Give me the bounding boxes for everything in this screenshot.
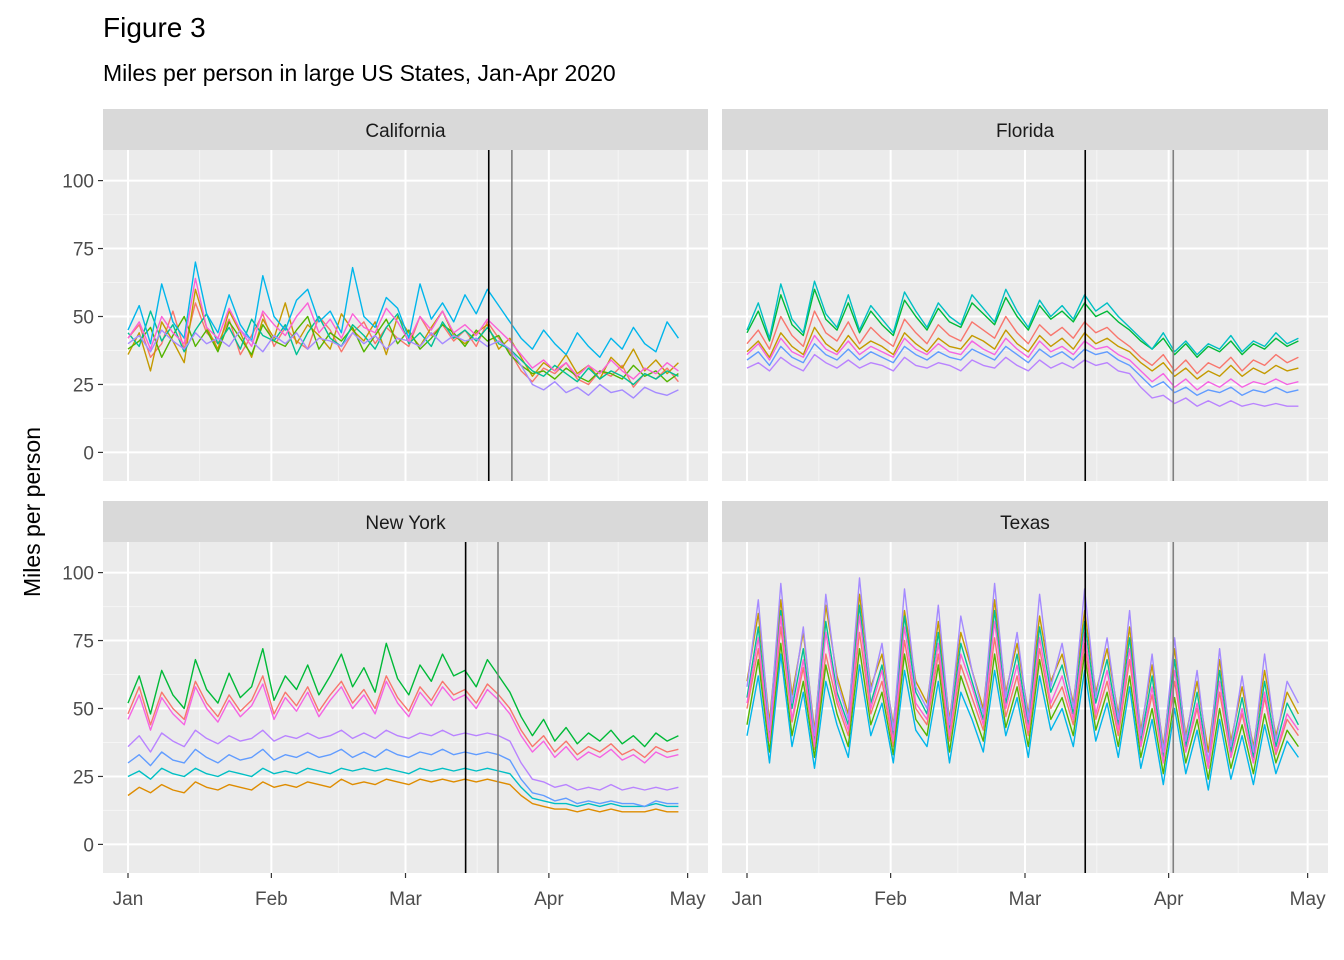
series-line-california-5 [127, 261, 679, 358]
x-tick-label: Jan [732, 889, 763, 910]
panel-strip-texas [722, 501, 1328, 542]
series-line-california-7 [127, 277, 679, 380]
series-line-new-york-4 [127, 767, 679, 808]
y-tick-label: 0 [83, 443, 94, 464]
series-line-new-york-1 [127, 675, 679, 759]
series-line-florida-4 [746, 280, 1299, 356]
panel-strip-label-florida: Florida [996, 121, 1055, 142]
panel-strip-label-new-york: New York [365, 513, 446, 534]
series-line-new-york-6 [127, 729, 679, 791]
x-tick-label: May [1290, 889, 1326, 910]
series-line-california-3 [127, 315, 679, 383]
chart-subtitle: Miles per person in large US States, Jan… [103, 60, 616, 86]
x-tick-label: Jan [113, 889, 144, 910]
series-line-florida-2 [746, 326, 1299, 380]
x-tick-label: Feb [255, 889, 288, 910]
series-line-florida-1 [746, 310, 1299, 375]
panel-new-york: New York 0 25 50 75 100 Jan Feb Mar Apr May [62, 501, 708, 910]
chart-title: Figure 3 [103, 12, 206, 43]
series-line-texas-6 [746, 577, 1300, 764]
x-tick-label: Mar [1009, 889, 1042, 910]
panel-strip-california [103, 109, 708, 150]
series-line-texas-7 [746, 615, 1299, 769]
x-tick-label: May [670, 889, 706, 910]
panel-strip-new-york [103, 501, 708, 542]
series-line-florida-5 [746, 343, 1299, 396]
y-tick-label: 0 [83, 835, 94, 856]
series-line-florida-7 [746, 334, 1299, 391]
panel-california: California 0 25 50 75 100 [62, 109, 708, 481]
x-tick-label: Apr [1154, 889, 1184, 910]
y-tick-label: 75 [73, 632, 94, 653]
y-tick-label: 100 [62, 564, 94, 585]
series-line-new-york-5 [127, 748, 679, 808]
panel-strip-label-california: California [365, 121, 446, 142]
panel-strip-label-texas: Texas [1000, 513, 1050, 534]
series-line-florida-6 [746, 353, 1299, 407]
panel-strip-florida [722, 109, 1328, 150]
panel-texas: Texas Jan Feb Mar Apr May [722, 501, 1328, 910]
series-line-new-york-3 [127, 642, 679, 748]
series-line-california-4 [127, 310, 679, 386]
series-line-new-york-2 [127, 778, 679, 813]
series-line-california-6 [127, 329, 679, 399]
x-tick-label: Apr [534, 889, 564, 910]
series-line-texas-3 [746, 642, 1299, 780]
y-tick-label: 75 [73, 240, 94, 261]
x-tick-label: Feb [874, 889, 907, 910]
y-tick-label: 25 [73, 767, 94, 788]
x-tick-label: Mar [389, 889, 422, 910]
y-tick-label: 100 [62, 172, 94, 193]
series-line-florida-3 [746, 288, 1299, 358]
y-tick-label: 50 [73, 308, 94, 329]
y-tick-label: 25 [73, 375, 94, 396]
y-axis-title: Miles per person [19, 427, 45, 597]
series-line-new-york-7 [127, 680, 679, 764]
series-line-texas-5 [746, 653, 1299, 791]
panel-florida: Florida [722, 109, 1328, 481]
y-tick-label: 50 [73, 700, 94, 721]
